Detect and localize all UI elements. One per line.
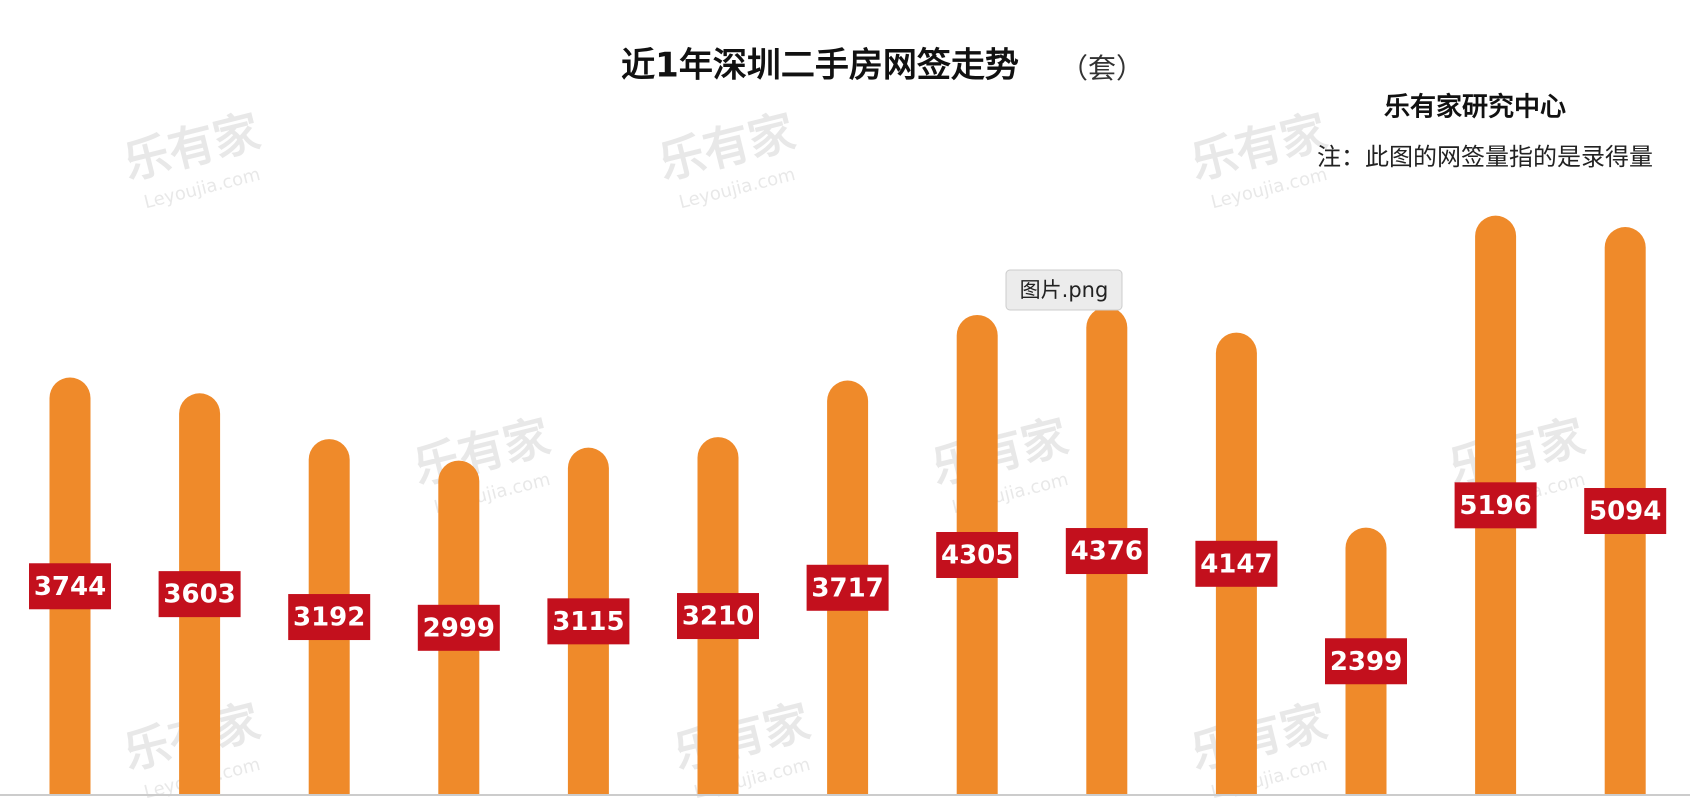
title-unit: （套） [1060, 52, 1144, 85]
value-label: 3717 [811, 573, 883, 603]
value-label-box [1584, 488, 1667, 535]
value-label-box [158, 571, 241, 618]
value-label: 3744 [34, 572, 106, 602]
value-label-box [1195, 540, 1278, 587]
bars: 3744 3603 3192 2999 3115 3210 3717 4305 4376 4147… [29, 215, 1667, 795]
value-label-box [806, 564, 889, 611]
value-label-box [936, 531, 1019, 578]
value-label: 2999 [423, 613, 495, 643]
chart-title: 近1年深圳二手房网签走势 [621, 46, 1019, 86]
value-label: 3603 [163, 580, 235, 610]
value-label-box [1325, 638, 1407, 685]
value-label-box [29, 563, 111, 610]
value-label: 4376 [1071, 537, 1143, 567]
value-label: 3210 [682, 602, 754, 632]
value-label: 4305 [941, 540, 1013, 570]
value-label: 3192 [293, 603, 365, 633]
value-label: 2399 [1330, 647, 1402, 677]
value-label-box [417, 604, 500, 651]
value-label: 4147 [1200, 549, 1272, 579]
subtitle: 乐有家研究中心 [1384, 92, 1566, 123]
value-label-box [288, 594, 371, 641]
value-label: 5196 [1459, 491, 1531, 521]
note: 注：此图的网签量指的是录得量 [1317, 143, 1653, 171]
tooltip: 图片.png [1020, 278, 1109, 302]
tooltip-box [1005, 269, 1123, 311]
value-label-box [547, 598, 630, 645]
value-label: 3115 [552, 607, 624, 637]
value-label-box [1454, 482, 1537, 529]
value-label-box [677, 593, 759, 640]
value-label-box [1065, 528, 1148, 575]
value-label: 5094 [1589, 497, 1661, 527]
